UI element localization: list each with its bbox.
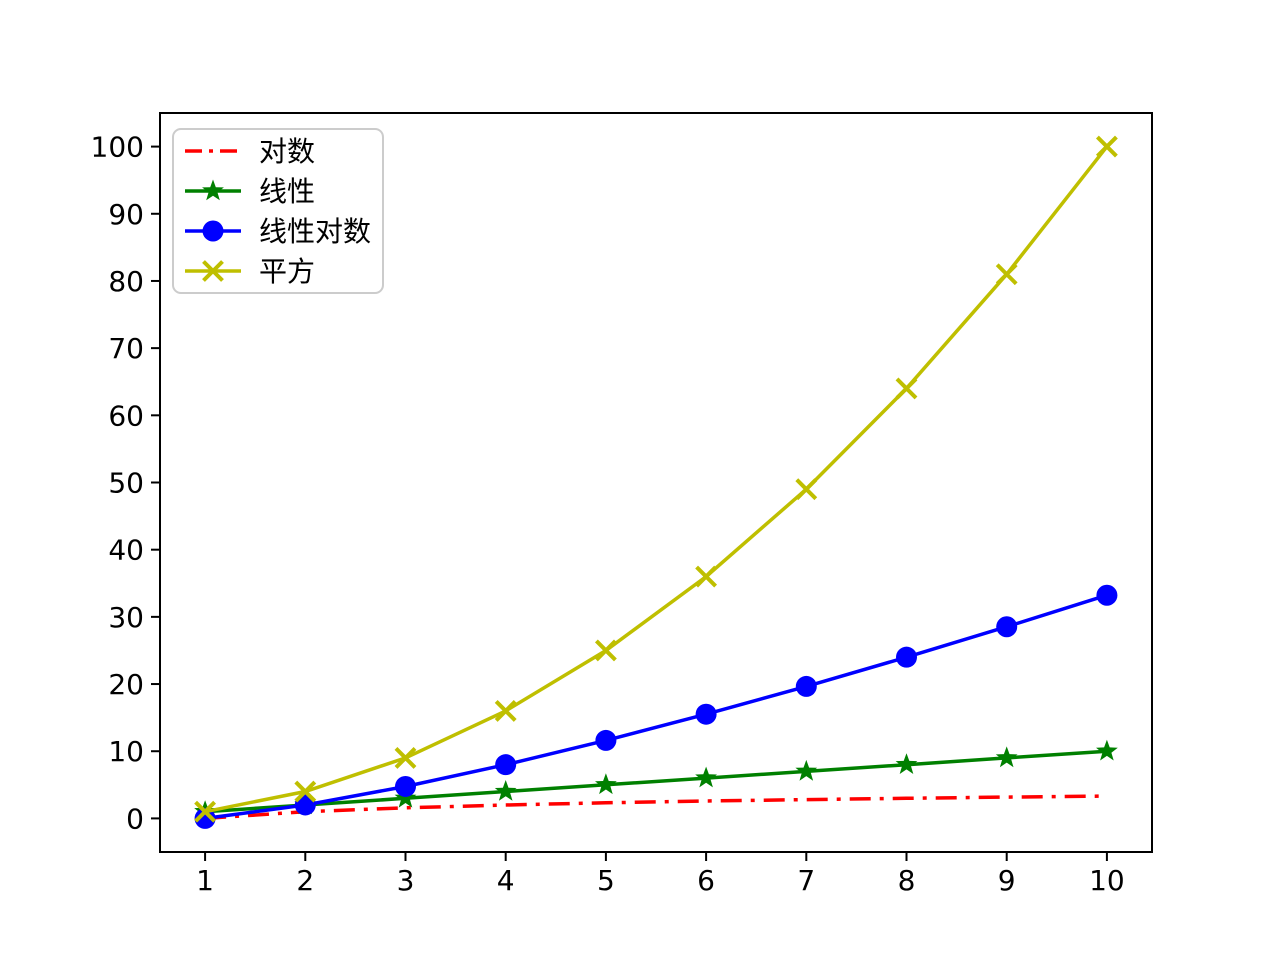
x-marker (594, 639, 617, 662)
star-marker (394, 786, 417, 808)
y-tick-label: 90 (108, 198, 144, 231)
y-tick-label: 10 (108, 735, 144, 768)
x-marker (695, 565, 718, 588)
x-marker (294, 780, 317, 803)
x-tick-label: 1 (196, 864, 214, 897)
circle-marker (394, 775, 416, 797)
x-marker (202, 260, 224, 282)
x-marker (895, 377, 918, 400)
y-tick-label: 70 (108, 332, 144, 365)
series-log (204, 794, 1107, 821)
legend-label: 线性 (259, 175, 315, 208)
x-tick-label: 6 (697, 864, 715, 897)
legend-item-square: 平方 (185, 255, 315, 288)
star-marker (995, 746, 1018, 768)
legend-label: 平方 (259, 255, 315, 288)
y-tick-label: 80 (108, 265, 144, 298)
y-tick-label: 20 (108, 668, 144, 701)
star-marker (494, 780, 517, 801)
star-marker (202, 179, 224, 201)
circle-marker (795, 675, 817, 697)
legend-item-linear: 线性 (185, 175, 315, 208)
star-marker (795, 759, 818, 781)
star-marker (895, 753, 918, 774)
x-tick-label: 7 (797, 864, 815, 897)
circle-marker (194, 807, 216, 829)
x-marker (995, 263, 1018, 286)
x-marker (494, 700, 517, 722)
series-linearithmic (194, 584, 1118, 829)
axes-frame (159, 112, 1153, 853)
x-marker (194, 800, 217, 823)
x-tick-label: 4 (497, 864, 515, 897)
x-tick-label: 9 (998, 864, 1016, 897)
series-square (194, 135, 1118, 823)
x-tick-label: 2 (296, 864, 314, 897)
series-square-markers (194, 135, 1118, 823)
circle-marker (695, 703, 717, 725)
series-linear-line (204, 749, 1108, 814)
series-linearithmic-markers (194, 584, 1118, 829)
circle-marker (595, 729, 617, 751)
y-tick-label: 40 (108, 534, 144, 567)
circle-marker (1096, 584, 1118, 606)
series-log-line (204, 794, 1107, 821)
circle-marker (202, 220, 224, 242)
star-marker (695, 766, 717, 788)
y-tick-label: 0 (126, 802, 144, 835)
legend-box (172, 128, 384, 294)
x-tick-label: 3 (397, 864, 415, 897)
x-marker (394, 747, 417, 769)
x-marker (1095, 135, 1118, 158)
y-tick-label: 60 (108, 399, 144, 432)
legend-label: 对数 (259, 135, 315, 168)
y-tick-label: 30 (108, 601, 144, 634)
legend-item-log: 对数 (185, 135, 315, 168)
y-tick-label: 50 (108, 467, 144, 500)
circle-marker (996, 616, 1018, 638)
series-square-line (204, 145, 1109, 814)
circle-marker (896, 646, 918, 668)
x-marker (795, 478, 818, 501)
legend-item-linearithmic: 线性对数 (185, 215, 371, 248)
x-tick-label: 8 (898, 864, 916, 897)
x-tick-label: 5 (597, 864, 615, 897)
y-tick-label: 100 (91, 131, 144, 164)
star-marker (1096, 739, 1118, 761)
series-linearithmic-line (204, 593, 1108, 821)
circle-marker (495, 754, 517, 776)
star-marker (595, 773, 617, 795)
circle-marker (294, 794, 316, 816)
x-tick-label: 10 (1089, 864, 1125, 897)
legend-label: 线性对数 (259, 215, 371, 248)
